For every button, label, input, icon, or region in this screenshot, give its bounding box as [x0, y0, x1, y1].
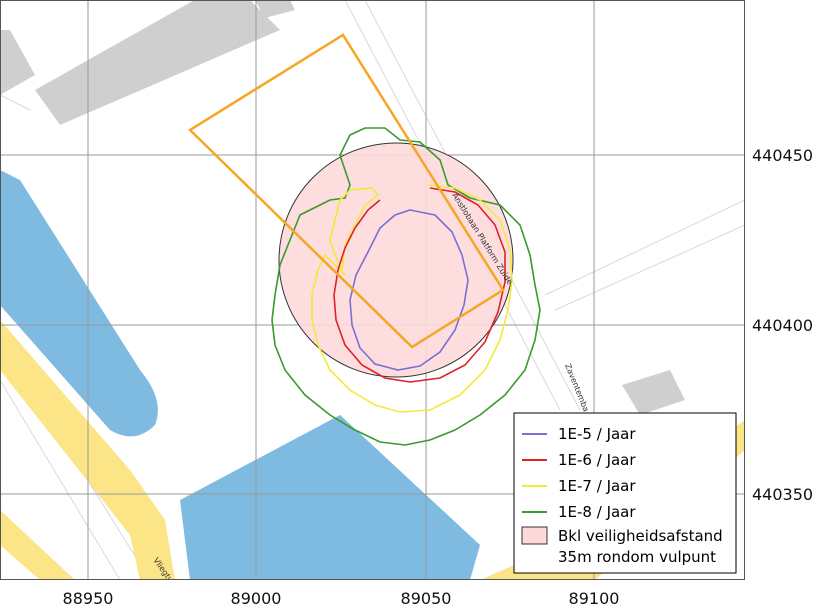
buildings — [0, 0, 685, 415]
x-tick-label: 89100 — [569, 589, 620, 608]
building-top-small — [255, 0, 295, 18]
building-top — [35, 0, 280, 125]
water-bottom — [180, 415, 480, 580]
legend-label-safety-zone-line1: Bkl veiligheidsafstand — [558, 527, 723, 545]
water-bodies — [0, 170, 480, 580]
x-tick-label: 89050 — [401, 589, 452, 608]
legend: 1E-5 / Jaar 1E-6 / Jaar 1E-7 / Jaar 1E-8… — [513, 412, 737, 574]
water-left — [0, 170, 158, 437]
legend-box — [513, 412, 737, 574]
legend-label-1e-8: 1E-8 / Jaar — [558, 503, 636, 521]
building-left — [0, 30, 35, 95]
legend-label-1e-5: 1E-5 / Jaar — [558, 425, 636, 443]
legend-label-safety-zone-line2: 35m rondom vulpunt — [558, 548, 716, 566]
building-right — [622, 370, 685, 415]
legend-label-1e-6: 1E-6 / Jaar — [558, 451, 636, 469]
safety-distance-circle — [278, 142, 514, 378]
contour-1e-5 — [349, 209, 469, 371]
y-tick-label: 440450 — [752, 146, 813, 165]
x-tick-label: 88950 — [63, 589, 114, 608]
site-boundary — [187, 33, 505, 349]
legend-label-1e-7: 1E-7 / Jaar — [558, 477, 636, 495]
y-tick-label: 440350 — [752, 485, 813, 504]
map-frame — [0, 0, 745, 580]
road-bottom-left — [0, 510, 75, 580]
y-tick-label: 440400 — [752, 316, 813, 335]
x-tick-label: 89000 — [231, 589, 282, 608]
contour-1e-6 — [333, 187, 506, 383]
legend-swatch-safety-zone — [521, 526, 548, 545]
contour-1e-7 — [311, 184, 513, 413]
